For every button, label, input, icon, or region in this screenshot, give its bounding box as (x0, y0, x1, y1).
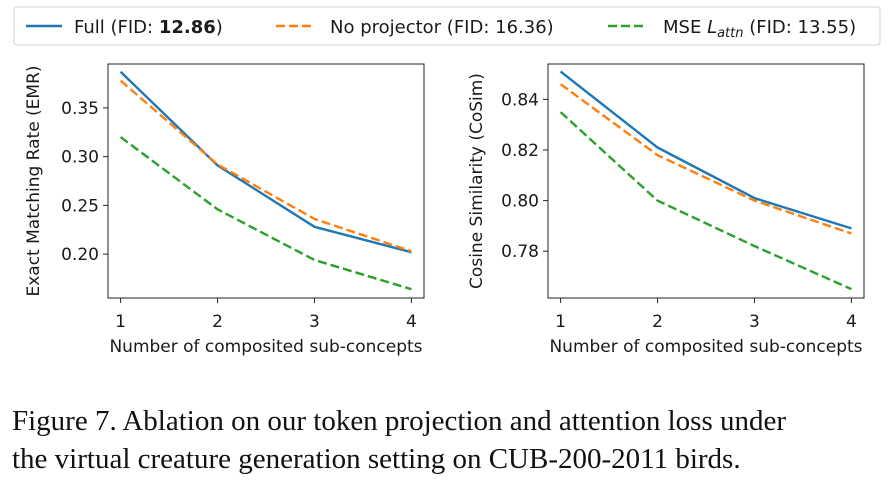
y-tick-label-emr-2: 0.30 (61, 148, 99, 168)
x-axis-label-cosim: Number of composited sub-concepts (549, 337, 862, 357)
caption-line-2: the virtual creature generation setting … (12, 443, 741, 475)
y-tick-label-emr-1: 0.25 (61, 196, 99, 216)
legend: Full (FID: 12.86) No projector (FID: 16.… (13, 6, 881, 46)
x-tick-label-emr-3: 4 (406, 312, 417, 332)
y-tick-label-cosim-0: 0.78 (501, 242, 539, 262)
x-tick-label-cosim-1: 2 (652, 312, 663, 332)
y-tick-label-emr-3: 0.35 (61, 99, 99, 119)
x-tick-label-cosim-3: 4 (846, 312, 857, 332)
x-ticks-cosim: 1 2 3 4 (555, 298, 857, 332)
legend-label-no-projector: No projector (FID: 16.36) (330, 17, 554, 38)
y-axis-label-cosim: Cosine Similarity (CoSim) (467, 73, 487, 289)
series-emr (119, 70, 412, 291)
chart-emr: 0.20 0.25 0.30 0.35 1 2 3 4 Number of composit… (24, 63, 425, 357)
series-line-cosim-no-projector (559, 83, 852, 235)
x-axis-label-emr: Number of composited sub-concepts (109, 337, 422, 357)
x-tick-label-emr-0: 1 (115, 312, 126, 332)
y-ticks-cosim: 0.78 0.80 0.82 0.84 (501, 90, 548, 262)
y-tick-label-cosim-3: 0.84 (501, 90, 539, 110)
series-line-emr-mse (119, 136, 412, 291)
x-ticks-emr: 1 2 3 4 (115, 298, 417, 332)
series-cosim (559, 70, 852, 291)
figure-caption: Figure 7. Ablation on our token projecti… (12, 402, 882, 478)
plot-frame-cosim (547, 63, 865, 299)
plot-frame-emr (107, 63, 425, 299)
y-tick-label-cosim-1: 0.80 (501, 192, 539, 212)
x-tick-label-emr-2: 3 (309, 312, 320, 332)
figure: Full (FID: 12.86) No projector (FID: 16.… (13, 6, 881, 357)
legend-frame (13, 6, 881, 46)
x-tick-label-emr-1: 2 (212, 312, 223, 332)
legend-label-mse: MSE Lattn (FID: 13.55) (663, 17, 856, 41)
y-tick-label-emr-0: 0.20 (61, 245, 99, 265)
series-line-emr-no-projector (119, 79, 412, 253)
caption-line-1: Figure 7. Ablation on our token projecti… (12, 405, 787, 437)
x-tick-label-cosim-2: 3 (749, 312, 760, 332)
legend-label-full: Full (FID: 12.86) (74, 17, 223, 38)
x-tick-label-cosim-0: 1 (555, 312, 566, 332)
y-tick-label-cosim-2: 0.82 (501, 141, 539, 161)
chart-cosim: 0.78 0.80 0.82 0.84 1 2 3 4 Number of composit… (467, 63, 865, 357)
series-line-emr-full (119, 70, 412, 254)
series-line-cosim-full (559, 70, 852, 230)
series-line-cosim-mse (559, 111, 852, 291)
y-axis-label-emr: Exact Matching Rate (EMR) (24, 65, 44, 296)
y-ticks-emr: 0.20 0.25 0.30 0.35 (61, 99, 108, 265)
